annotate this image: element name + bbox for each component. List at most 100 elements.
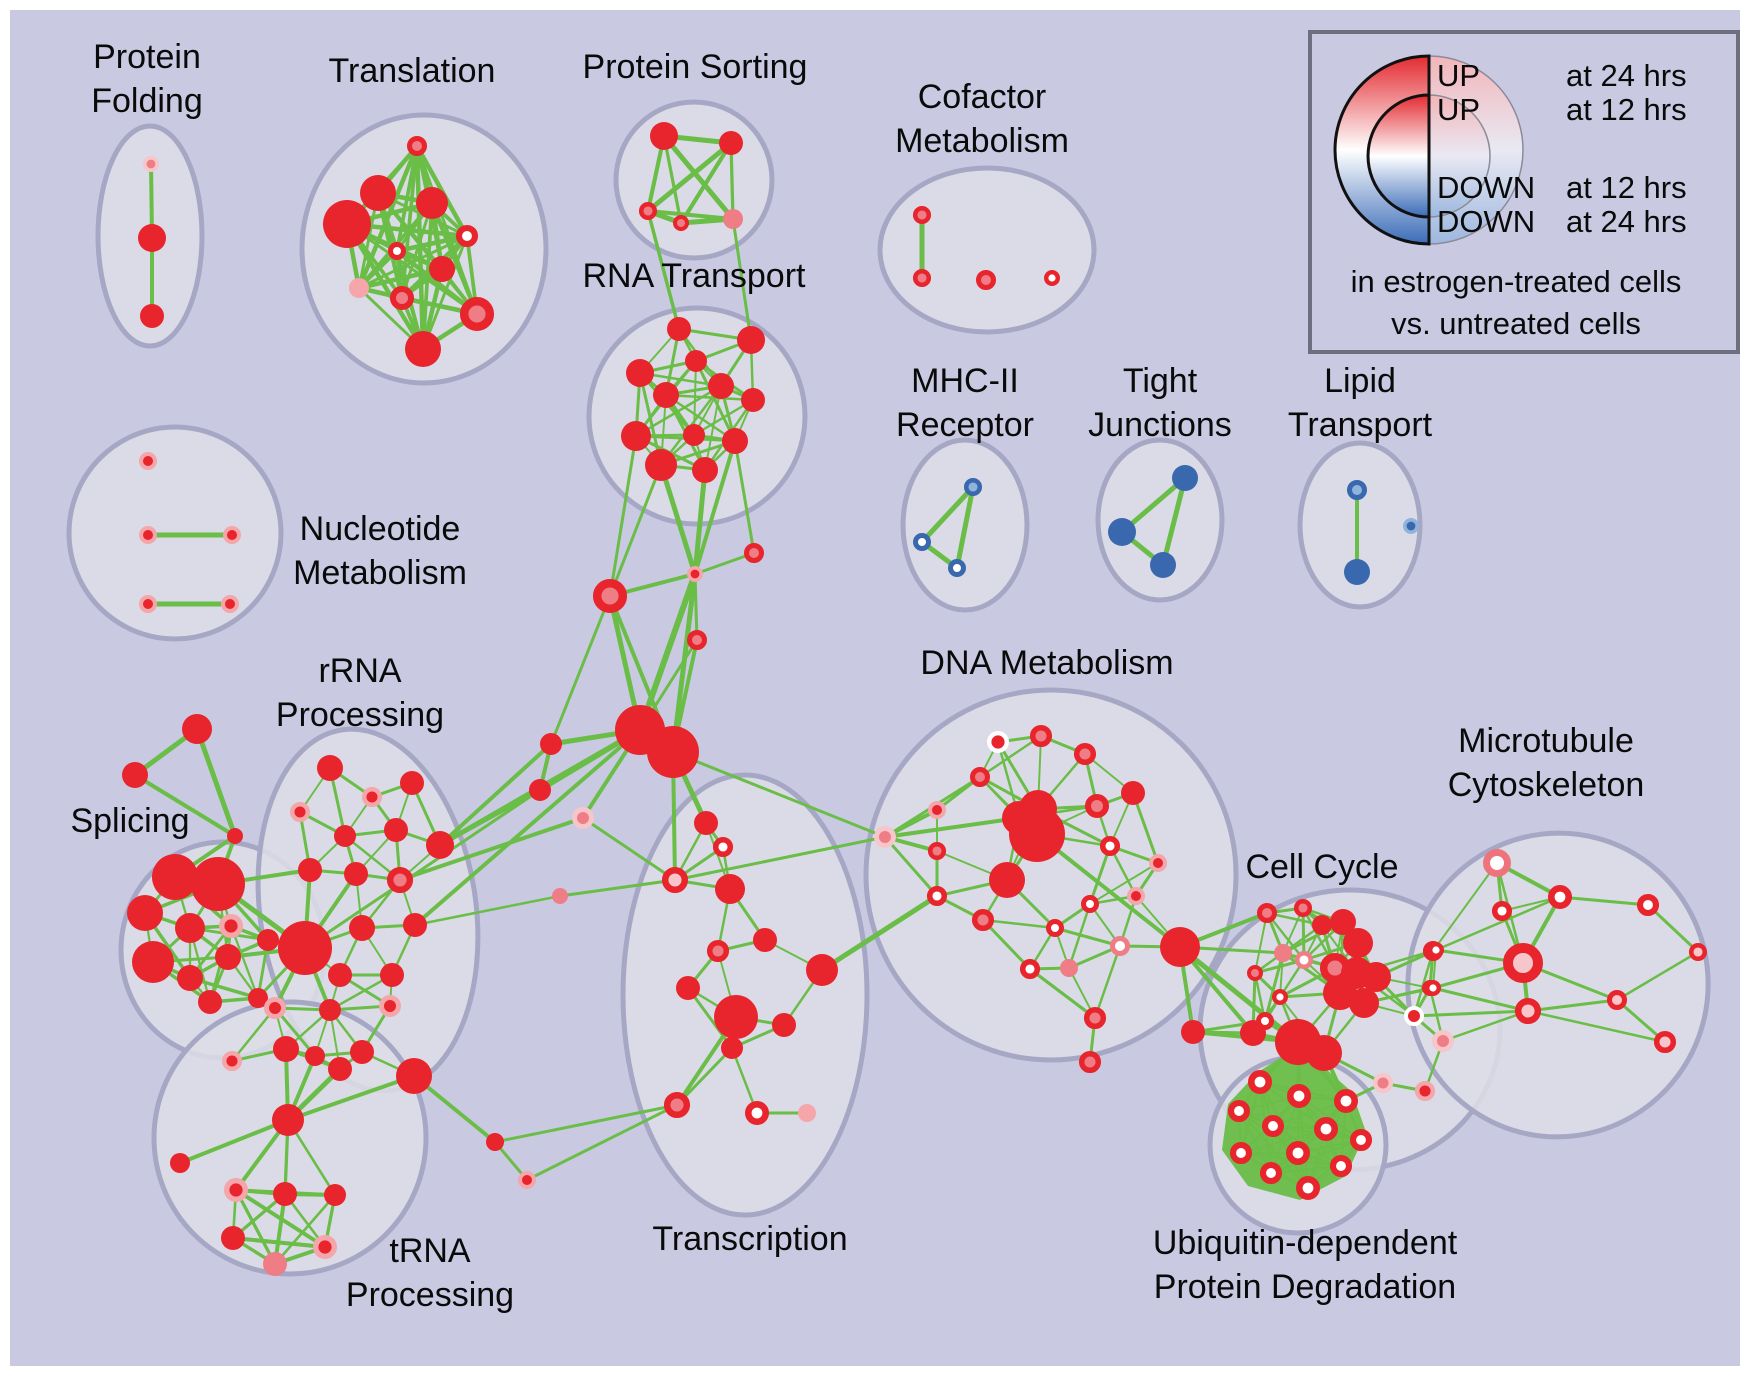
node-tr-10 (405, 331, 441, 367)
edge (438, 742, 553, 847)
edge (637, 571, 698, 733)
node-dm-14 (926, 885, 948, 907)
node-tx-1 (712, 836, 734, 858)
edge-tr (356, 266, 445, 291)
node-cc-22 (1240, 1020, 1266, 1046)
node-trn-3 (324, 1184, 346, 1206)
node-rt-5 (708, 373, 734, 399)
node-ub-1 (1287, 1084, 1312, 1109)
node-ms-15 (518, 1171, 536, 1189)
edge (398, 816, 585, 882)
node-rr-16 (319, 999, 341, 1021)
node-rr-21 (273, 1036, 299, 1062)
node-trn-2 (273, 1182, 297, 1206)
node-dm-20 (1060, 959, 1078, 977)
node-tr-5 (388, 242, 406, 260)
edge (525, 1103, 679, 1182)
node-tx-8 (714, 995, 758, 1039)
node-ps-4 (723, 209, 743, 229)
edge (413, 894, 562, 927)
cluster-label-cofactor-metabolism: Cofactor Metabolism (895, 78, 1069, 160)
node-dm-12 (1149, 854, 1167, 872)
node-tr-1 (360, 175, 396, 211)
node-cc-1 (1293, 898, 1313, 918)
edge-ub (1270, 1139, 1362, 1174)
cluster-labels: Protein Folding Translation Protein Sorting… (70, 38, 1644, 1314)
node-tx-10 (721, 1037, 743, 1059)
edge-rr (230, 1006, 277, 1063)
node-trn-1 (223, 1177, 248, 1202)
node-ub-3 (1227, 1099, 1251, 1123)
edge (413, 728, 642, 927)
node-spl-3 (175, 913, 205, 943)
legend-time-label-2: at 12 hrs (1566, 170, 1687, 205)
node-rr-5 (384, 818, 408, 842)
node-ms-3 (540, 733, 562, 755)
node-dm-13 (927, 841, 947, 861)
node-cc-19 (1432, 1030, 1454, 1052)
node-pf-2 (140, 304, 164, 328)
node-tx-13 (798, 1104, 816, 1122)
node-rr-15 (264, 997, 286, 1019)
legend-note-0: in estrogen-treated cells (1351, 264, 1682, 299)
node-rt-2 (685, 350, 707, 372)
node-dm-19 (1019, 958, 1041, 980)
node-mc-2 (1491, 900, 1513, 922)
cluster-ellipse-cm (877, 165, 1097, 335)
node-tr-3 (323, 200, 371, 248)
node-mc-5 (1503, 943, 1543, 983)
nodes (122, 122, 1708, 1276)
node-dm-24 (1078, 1050, 1102, 1074)
edge (1035, 832, 1182, 949)
node-cc-23 (1341, 957, 1373, 989)
edge-ub (1238, 1110, 1309, 1189)
cluster-label-rrna-processing: rRNA Processing (276, 652, 444, 734)
edge (1177, 944, 1301, 1045)
edge-trn (231, 1236, 327, 1249)
cluster-label-nucleotide-metabolism: Nucleotide Metabolism (293, 510, 467, 592)
edge (1526, 1009, 1667, 1044)
edge-tx (675, 1046, 734, 1107)
node-ub-10 (1259, 1161, 1283, 1185)
node-rr-20 (221, 1050, 243, 1072)
node-tr-8 (390, 286, 414, 310)
node-rt-7 (621, 421, 651, 451)
node-cc-9 (1247, 965, 1263, 981)
node-dm-23 (1083, 1006, 1107, 1030)
legend: UP at 24 hrs UP at 12 hrs DOWN at 12 hrs DOWN a… (1308, 30, 1740, 354)
node-ms-9 (687, 630, 707, 650)
node-tx-3 (715, 874, 745, 904)
node-nm-2 (223, 526, 241, 544)
edge (194, 726, 238, 839)
node-dm-21 (1110, 936, 1130, 956)
node-ms-12 (552, 888, 568, 904)
node-ms-8 (744, 543, 764, 563)
node-cc-7 (1274, 944, 1292, 962)
node-tr-6 (429, 256, 455, 282)
edge (1434, 895, 1562, 952)
edge-tr (421, 234, 469, 351)
cluster-label-translation: Translation (329, 52, 496, 90)
edge (1558, 895, 1650, 907)
edge (1431, 986, 1530, 1013)
cluster-ellipse-ps (613, 99, 775, 261)
node-dm-17 (1046, 919, 1064, 937)
edge-dm (981, 918, 1032, 971)
edge (693, 572, 699, 642)
node-tr-0 (407, 136, 427, 156)
node-lp-0 (1347, 480, 1367, 500)
edge-rt (664, 393, 755, 402)
node-mh-2 (948, 559, 966, 577)
cluster-label-ubiquitin: Ubiquitin-dependent Protein Degradation (1153, 1224, 1458, 1306)
cluster-label-tight-junctions: Tight Junctions (1088, 362, 1232, 444)
edge-ps (645, 140, 734, 214)
edge-tr (429, 200, 480, 317)
node-rr-1 (361, 786, 383, 808)
node-dm-16 (1127, 887, 1145, 905)
node-spl-10 (248, 988, 268, 1008)
node-rr-22 (328, 1057, 352, 1081)
node-rr-7 (298, 858, 322, 882)
node-cc-18 (1404, 1006, 1424, 1026)
edge-ps (729, 141, 735, 221)
